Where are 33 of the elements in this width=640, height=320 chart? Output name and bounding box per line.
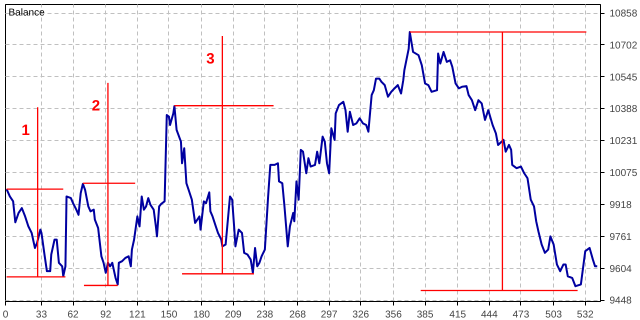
annotation: 2	[92, 97, 100, 114]
x-tick-label: 473	[512, 310, 530, 320]
x-tick-label: 444	[481, 310, 498, 320]
y-tick-label: 10388	[610, 104, 638, 116]
x-tick-label: 385	[416, 310, 434, 320]
y-tick-label: 9918	[610, 200, 632, 211]
x-tick-label: 356	[385, 310, 402, 320]
x-tick-label: 150	[160, 310, 178, 320]
x-tick-label: 62	[68, 310, 80, 320]
y-tick-label: 9761	[610, 232, 632, 243]
x-tick-label: 503	[545, 310, 562, 320]
x-tick-label: 532	[576, 310, 594, 320]
y-tick-label: 9604	[610, 264, 632, 275]
x-tick-label: 268	[289, 310, 306, 320]
x-tick-label: 326	[352, 310, 370, 320]
x-tick-label: 180	[193, 310, 210, 320]
x-tick-label: 238	[256, 310, 274, 320]
x-tick-label: 415	[449, 310, 467, 320]
x-tick-label: 92	[100, 310, 112, 320]
y-tick-label: 10545	[610, 72, 638, 84]
x-tick-label: 121	[129, 310, 146, 320]
x-tick-label: 297	[320, 310, 338, 320]
y-tick-label: 10075	[610, 168, 638, 179]
x-tick-label: 0	[2, 310, 9, 320]
annotation: 1	[21, 122, 30, 139]
annotation: 3	[206, 50, 215, 68]
y-tick-label: 10858	[610, 8, 638, 20]
x-tick-label: 33	[36, 310, 48, 320]
x-tick-label: 209	[224, 310, 242, 320]
y-tick-label: 10702	[610, 40, 638, 52]
chart-title: Balance	[8, 8, 46, 18]
y-tick-label: 9448	[610, 296, 632, 307]
y-tick-label: 10231	[610, 136, 638, 148]
